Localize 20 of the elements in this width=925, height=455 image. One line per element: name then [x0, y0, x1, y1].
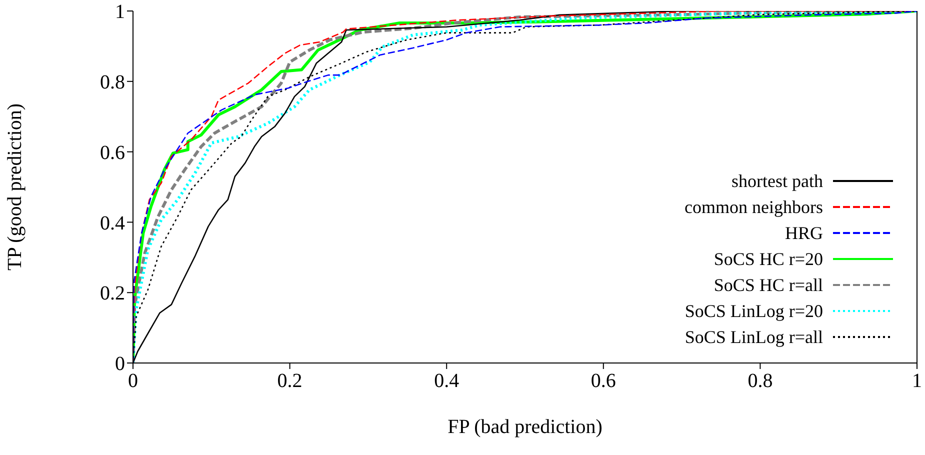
x-axis-title: FP (bad prediction): [448, 416, 602, 438]
y-tick-label: 1: [115, 1, 125, 24]
y-axis-title: TP (good prediction): [4, 103, 26, 271]
legend-label: HRG: [784, 222, 823, 244]
legend-label: shortest path: [732, 170, 823, 192]
y-tick-label: 0.8: [100, 72, 125, 94]
legend-label: common neighbors: [684, 196, 823, 218]
legend-label: SoCS LinLog r=20: [684, 300, 823, 322]
y-tick-label: 0: [115, 353, 125, 376]
legend-label: SoCS HC r=20: [714, 248, 823, 270]
legend-label: SoCS LinLog r=all: [684, 326, 823, 348]
y-tick-label: 0.4: [100, 212, 125, 234]
x-tick-label: 0.2: [277, 370, 302, 392]
x-tick-label: 0.4: [434, 370, 460, 392]
x-tick-label: 0.6: [590, 370, 616, 392]
x-tick-label: 0.8: [748, 370, 773, 392]
legend-label: SoCS HC r=all: [714, 274, 823, 296]
x-tick-label: 1: [912, 370, 922, 392]
y-tick-label: 0.2: [100, 282, 125, 305]
y-tick-label: 0.6: [100, 142, 125, 164]
